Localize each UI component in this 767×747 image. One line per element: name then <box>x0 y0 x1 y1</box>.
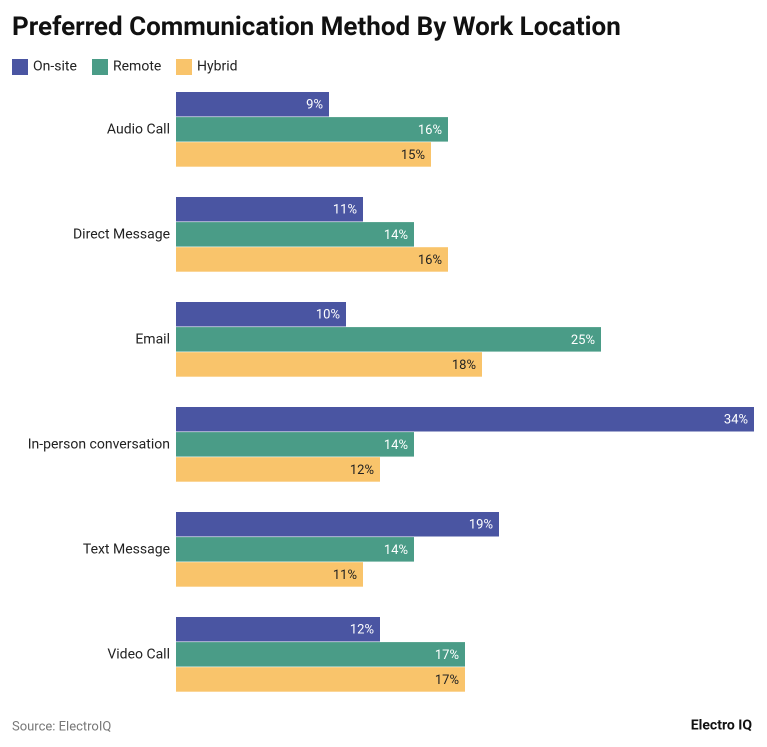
bar <box>176 142 431 167</box>
bar <box>176 247 448 272</box>
bar <box>176 407 754 432</box>
bar <box>176 197 363 222</box>
data-label: 14% <box>384 228 408 243</box>
data-label: 11% <box>333 568 357 583</box>
legend-swatch <box>92 59 108 75</box>
data-label: 10% <box>316 308 340 323</box>
data-label: 14% <box>384 543 408 558</box>
y-tick-label: Text Message <box>83 541 170 557</box>
bar <box>176 352 482 377</box>
brand: Electro IQ <box>691 718 753 734</box>
chart-title: Preferred Communication Method By Work L… <box>12 12 621 42</box>
legend-swatch <box>12 59 28 75</box>
legend-swatch <box>176 59 192 75</box>
legend-label: Hybrid <box>197 59 238 75</box>
data-label: 18% <box>452 358 476 373</box>
bar <box>176 562 363 587</box>
y-tick-label: In-person conversation <box>28 436 170 452</box>
bar <box>176 92 329 117</box>
bar <box>176 617 380 642</box>
y-tick-label: Audio Call <box>107 121 170 137</box>
y-tick-label: Video Call <box>107 646 170 662</box>
bar <box>176 642 465 667</box>
data-label: 16% <box>418 123 442 138</box>
data-label: 17% <box>435 673 459 688</box>
legend-label: Remote <box>113 59 161 75</box>
data-label: 12% <box>350 623 374 638</box>
bar <box>176 537 414 562</box>
data-label: 14% <box>384 438 408 453</box>
bar <box>176 667 465 692</box>
legend-label: On-site <box>33 59 77 75</box>
bar <box>176 457 380 482</box>
bar <box>176 222 414 247</box>
data-label: 12% <box>350 463 374 478</box>
bar <box>176 302 346 327</box>
data-label: 16% <box>418 253 442 268</box>
y-tick-label: Direct Message <box>73 226 170 242</box>
y-tick-label: Email <box>135 331 170 347</box>
bar <box>176 432 414 457</box>
data-label: 15% <box>401 148 425 163</box>
data-label: 34% <box>724 413 748 428</box>
bar <box>176 327 601 352</box>
data-label: 19% <box>469 518 493 533</box>
source: Source: ElectroIQ <box>12 719 111 734</box>
data-label: 17% <box>435 648 459 663</box>
data-label: 11% <box>333 203 357 218</box>
bar <box>176 117 448 142</box>
data-label: 25% <box>571 333 595 348</box>
bar <box>176 512 499 537</box>
data-label: 9% <box>306 98 323 113</box>
